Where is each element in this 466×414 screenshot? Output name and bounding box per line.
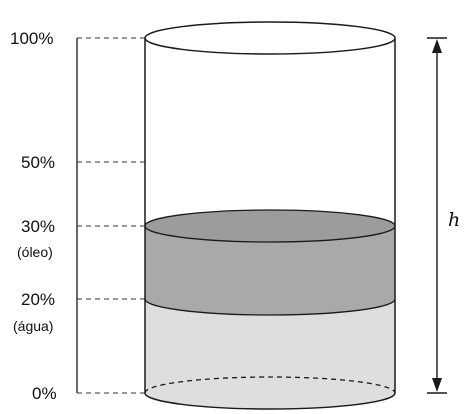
label-20-percent: 20% [21, 290, 55, 309]
height-label: h [448, 209, 460, 231]
label-oil: (óleo) [17, 244, 53, 260]
label-30-percent: 30% [21, 217, 55, 236]
label-100-percent: 100% [10, 29, 53, 48]
cylinder-bottom-back [144, 376, 396, 394]
water-oil-interface [144, 298, 396, 316]
water-layer [145, 299, 395, 409]
cylinder-bottom-front [144, 392, 396, 410]
cylinder-top [144, 21, 396, 55]
height-arrow-head-up [432, 39, 442, 53]
label-0-percent: 0% [32, 384, 57, 403]
label-water: (água) [13, 318, 53, 334]
label-50-percent: 50% [21, 153, 55, 172]
oil-layer [145, 226, 395, 315]
height-arrow-head-down [432, 378, 442, 392]
oil-surface [144, 209, 396, 243]
